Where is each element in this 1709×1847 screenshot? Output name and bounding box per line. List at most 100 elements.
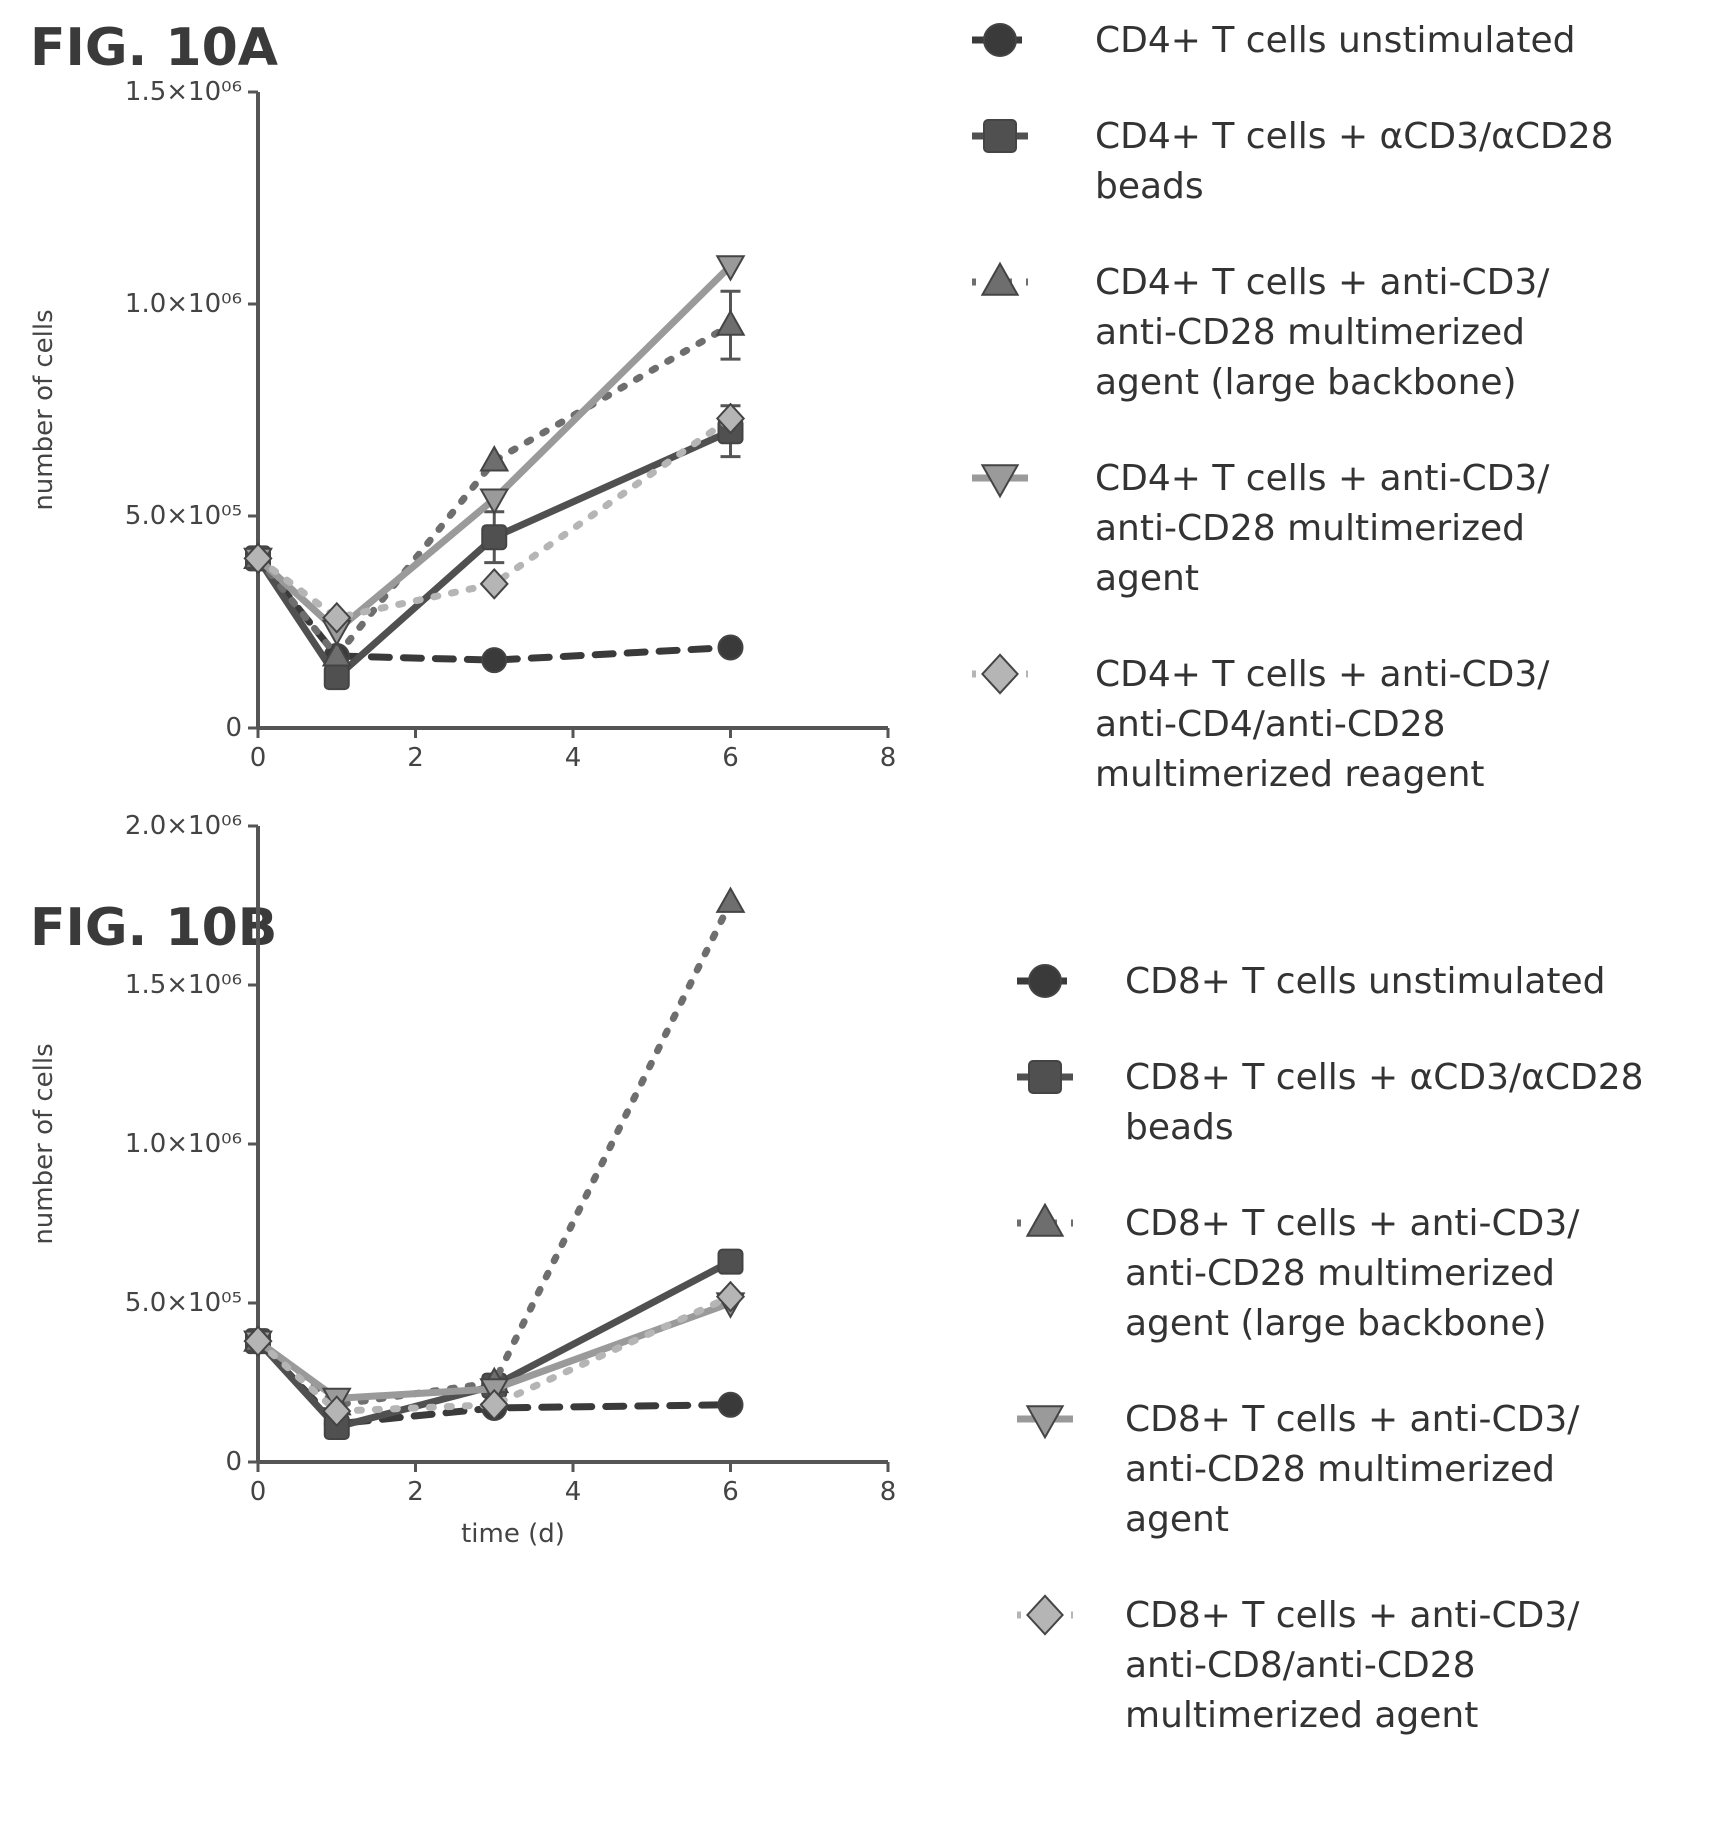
data-point bbox=[715, 1280, 746, 1313]
series-group bbox=[243, 1280, 746, 1427]
series-line-2 bbox=[254, 427, 734, 681]
legend-marker-icon bbox=[983, 119, 1017, 153]
legend-fig-10b: CD8+ T cells unstimulated CD8+ T cells + … bbox=[1017, 961, 1644, 1736]
data-point bbox=[323, 664, 350, 691]
y-tick-label: 1.0×10⁰⁶ bbox=[125, 289, 242, 319]
y-tick-label: 1.0×10⁰⁶ bbox=[125, 1129, 242, 1159]
legend-label: multimerized reagent bbox=[1095, 754, 1485, 795]
data-point bbox=[479, 1388, 509, 1421]
legend-item: CD4+ T cells + anti-CD3/anti-CD28 multim… bbox=[972, 458, 1550, 599]
x-tick-label: 4 bbox=[565, 743, 582, 773]
legend-item: CD4+ T cells unstimulated bbox=[972, 20, 1576, 61]
y-axis-label: number of cells bbox=[29, 1043, 59, 1244]
y-tick-label: 5.0×10⁰⁵ bbox=[125, 1288, 242, 1318]
legend-label: CD8+ T cells unstimulated bbox=[1125, 961, 1606, 1002]
legend-item: CD8+ T cells + αCD3/αCD28 beads bbox=[1017, 1057, 1644, 1148]
chart-fig-10a: 0 5.0×10⁰⁵ 1.0×10⁰⁶ 1.5×10⁰⁶ 0 2 4 6 8 number of … bbox=[29, 77, 896, 773]
legend-label: beads bbox=[1125, 1107, 1234, 1148]
x-tick-label: 6 bbox=[722, 743, 739, 773]
legend-item: CD8+ T cells + anti-CD3/anti-CD8/anti-CD… bbox=[1017, 1594, 1580, 1736]
x-tick-label: 8 bbox=[880, 1477, 897, 1507]
legend-label: anti-CD28 multimerized bbox=[1125, 1449, 1555, 1490]
legend-label: CD4+ T cells + anti-CD3/ bbox=[1095, 458, 1550, 499]
legend-marker-icon bbox=[983, 23, 1017, 57]
chart-fig-10b: 0 5.0×10⁰⁵ 1.0×10⁰⁶ 1.5×10⁰⁶ 2.0×10⁰⁶ 0 2 4 6 8 nu… bbox=[29, 811, 896, 1549]
x-axis-label: time (d) bbox=[461, 1519, 565, 1549]
legend-label: anti-CD8/anti-CD28 bbox=[1125, 1645, 1476, 1686]
legend-label: CD8+ T cells + αCD3/αCD28 bbox=[1125, 1057, 1644, 1098]
legend-item: CD8+ T cells + anti-CD3/anti-CD28 multim… bbox=[1017, 1202, 1580, 1344]
legend-label: CD8+ T cells + anti-CD3/ bbox=[1125, 1203, 1580, 1244]
data-point bbox=[479, 567, 509, 600]
x-tick-label: 6 bbox=[722, 1477, 739, 1507]
series-line-5 bbox=[254, 414, 734, 622]
data-point bbox=[715, 309, 746, 336]
legend-label: agent (large backbone) bbox=[1095, 362, 1517, 403]
data-point bbox=[322, 601, 352, 634]
series-group bbox=[243, 289, 746, 667]
data-point bbox=[715, 886, 746, 913]
series-group bbox=[243, 886, 746, 1416]
legend-marker-icon bbox=[1025, 1202, 1065, 1237]
legend-label: beads bbox=[1095, 166, 1204, 207]
series-line-3 bbox=[254, 321, 734, 660]
data-point bbox=[717, 1248, 744, 1275]
legend-label: anti-CD28 multimerized bbox=[1095, 508, 1525, 549]
y-tick-label: 1.5×10⁰⁶ bbox=[125, 970, 242, 1000]
y-tick-label: 0 bbox=[225, 1447, 242, 1477]
legend-marker-icon bbox=[1026, 1594, 1064, 1636]
series-line-1 bbox=[254, 554, 734, 664]
data-point bbox=[479, 445, 510, 472]
legend-label: agent (large backbone) bbox=[1125, 1303, 1547, 1344]
legend-fig-10a: CD4+ T cells unstimulated CD4+ T cells + … bbox=[972, 20, 1614, 795]
series-line-1 bbox=[254, 1337, 734, 1428]
legend-marker-icon bbox=[1028, 1060, 1062, 1094]
legend-label: agent bbox=[1125, 1499, 1229, 1540]
legend-label: anti-CD4/anti-CD28 bbox=[1095, 704, 1446, 745]
legend-label: anti-CD28 multimerized bbox=[1095, 312, 1525, 353]
legend-item: CD8+ T cells + anti-CD3/anti-CD28 multim… bbox=[1017, 1399, 1580, 1540]
figure-title-b: FIG. 10B bbox=[30, 898, 277, 958]
legend-label: CD4+ T cells + αCD3/αCD28 bbox=[1095, 116, 1614, 157]
data-point bbox=[243, 1325, 273, 1358]
legend-marker-icon bbox=[980, 464, 1020, 499]
data-point bbox=[481, 524, 508, 551]
y-axis-label: number of cells bbox=[29, 309, 59, 510]
x-tick-label: 0 bbox=[250, 743, 267, 773]
legend-label: multimerized agent bbox=[1125, 1695, 1478, 1736]
legend-marker-icon bbox=[981, 653, 1019, 695]
legend-label: CD8+ T cells + anti-CD3/ bbox=[1125, 1595, 1580, 1636]
legend-label: agent bbox=[1095, 558, 1199, 599]
y-tick-label: 1.5×10⁰⁶ bbox=[125, 77, 242, 107]
legend-label: CD4+ T cells + anti-CD3/ bbox=[1095, 262, 1550, 303]
data-point bbox=[321, 640, 352, 667]
data-point bbox=[717, 1391, 744, 1418]
x-tick-label: 4 bbox=[565, 1477, 582, 1507]
data-point bbox=[243, 542, 273, 575]
legend-marker-icon bbox=[1025, 1405, 1065, 1440]
series-line-5 bbox=[254, 1293, 734, 1415]
legend-label: anti-CD28 multimerized bbox=[1125, 1253, 1555, 1294]
series-group bbox=[243, 402, 746, 634]
legend-item: CD4+ T cells + αCD3/αCD28 beads bbox=[972, 116, 1614, 207]
x-tick-label: 2 bbox=[407, 1477, 424, 1507]
data-point bbox=[715, 402, 746, 435]
series-line-4 bbox=[254, 262, 734, 634]
legend-label: CD8+ T cells + anti-CD3/ bbox=[1125, 1399, 1580, 1440]
data-point bbox=[479, 488, 510, 515]
legend-label: CD4+ T cells unstimulated bbox=[1095, 20, 1576, 61]
series-line-4 bbox=[254, 1299, 734, 1402]
x-tick-label: 8 bbox=[880, 743, 897, 773]
y-tick-label: 2.0×10⁰⁶ bbox=[125, 811, 242, 841]
y-tick-label: 0 bbox=[225, 713, 242, 743]
figure-title-a: FIG. 10A bbox=[30, 18, 278, 78]
legend-marker-icon bbox=[1028, 964, 1062, 998]
data-point bbox=[322, 1395, 352, 1427]
legend-item: CD8+ T cells unstimulated bbox=[1017, 961, 1606, 1002]
data-point bbox=[715, 255, 746, 282]
legend-item: CD4+ T cells + anti-CD3/anti-CD28 multim… bbox=[972, 261, 1550, 403]
x-tick-label: 2 bbox=[407, 743, 424, 773]
x-tick-label: 0 bbox=[250, 1477, 267, 1507]
y-tick-label: 5.0×10⁰⁵ bbox=[125, 501, 242, 531]
